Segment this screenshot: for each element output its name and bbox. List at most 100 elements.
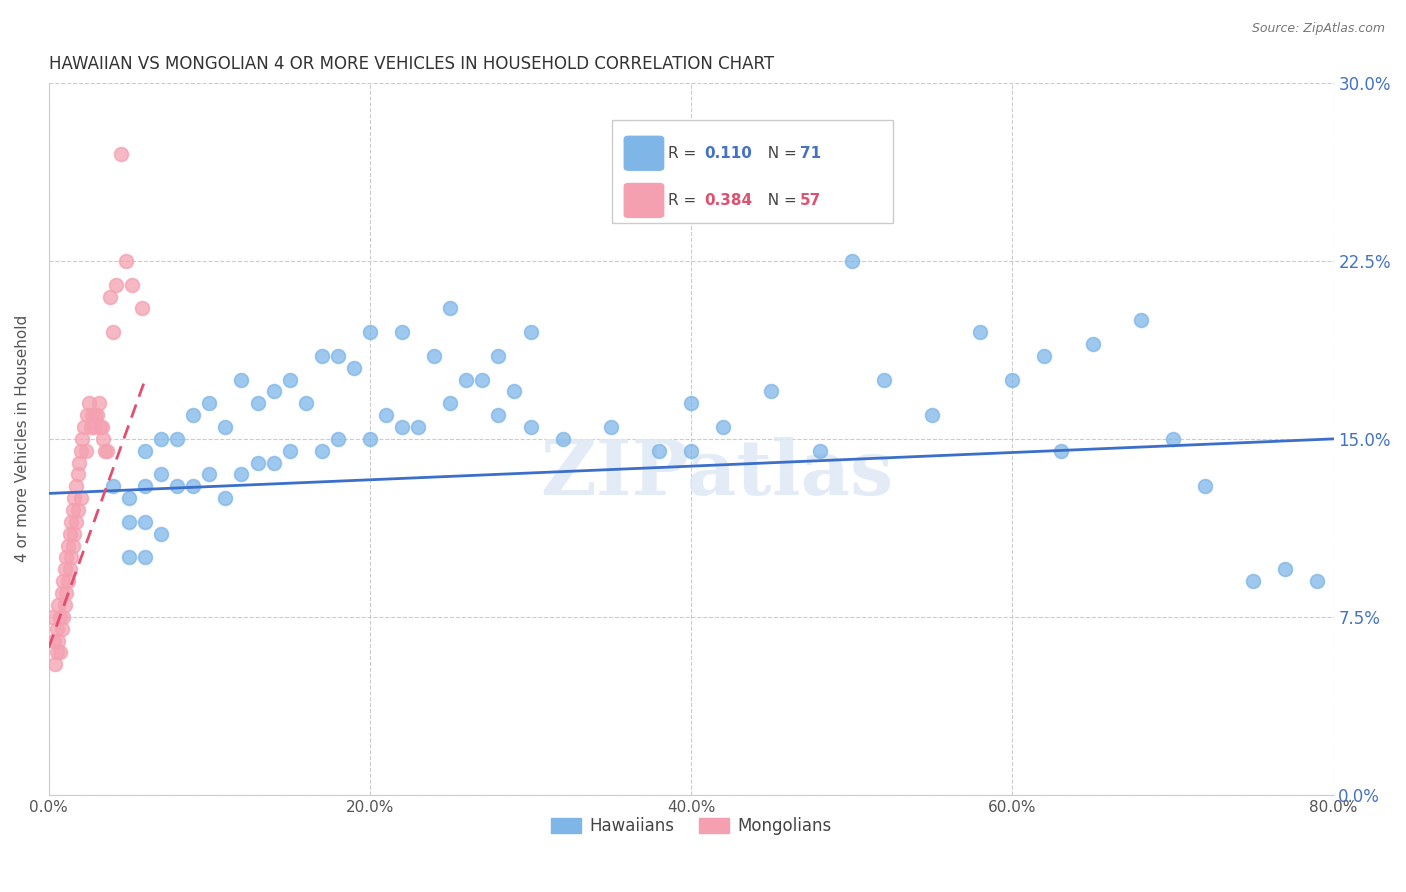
Point <box>1033 349 1056 363</box>
Point <box>55 586 77 600</box>
Text: R =: R = <box>668 193 702 208</box>
Point <box>503 384 526 399</box>
Point <box>134 515 156 529</box>
Point <box>52 574 75 589</box>
Point <box>51 586 73 600</box>
Point <box>808 443 831 458</box>
Point <box>761 384 783 399</box>
Point <box>278 373 301 387</box>
Point <box>921 408 943 422</box>
Point <box>375 408 398 422</box>
Point <box>53 598 76 612</box>
Point <box>486 349 509 363</box>
Point <box>486 408 509 422</box>
Point <box>83 420 105 434</box>
Point <box>48 598 70 612</box>
Point <box>150 526 173 541</box>
Point <box>63 526 86 541</box>
Point <box>1241 574 1264 589</box>
Point <box>1081 337 1104 351</box>
Point <box>648 443 671 458</box>
Text: 71: 71 <box>800 145 821 161</box>
Point <box>439 396 461 410</box>
Point <box>49 609 72 624</box>
Point <box>1129 313 1152 327</box>
Point <box>471 373 494 387</box>
Text: 0.110: 0.110 <box>704 145 752 161</box>
Point <box>166 479 188 493</box>
Point <box>94 443 117 458</box>
Point <box>181 408 204 422</box>
Point <box>118 550 141 565</box>
Point <box>118 515 141 529</box>
Point <box>551 432 574 446</box>
Legend: Hawaiians, Mongolians: Hawaiians, Mongolians <box>543 809 839 843</box>
Point <box>198 467 221 482</box>
Point <box>406 420 429 434</box>
Point <box>49 645 72 659</box>
Point <box>72 432 94 446</box>
Point <box>101 325 124 339</box>
Point <box>118 491 141 505</box>
Point <box>121 277 143 292</box>
Point <box>65 479 87 493</box>
Text: N =: N = <box>758 145 801 161</box>
Text: N =: N = <box>758 193 801 208</box>
Point <box>681 396 703 410</box>
Text: R =: R = <box>668 145 702 161</box>
Text: Source: ZipAtlas.com: Source: ZipAtlas.com <box>1251 22 1385 36</box>
Point <box>311 349 333 363</box>
Point <box>214 420 236 434</box>
Text: 57: 57 <box>800 193 821 208</box>
Point <box>76 408 98 422</box>
Point <box>166 432 188 446</box>
Point <box>263 384 285 399</box>
Point <box>181 479 204 493</box>
Point <box>53 562 76 576</box>
Point <box>841 254 863 268</box>
Point <box>231 373 253 387</box>
Point <box>246 456 269 470</box>
Point <box>110 147 132 161</box>
Point <box>45 622 67 636</box>
Point <box>114 254 136 268</box>
Point <box>359 432 381 446</box>
Point <box>1161 432 1184 446</box>
Point <box>75 443 97 458</box>
Point <box>391 325 413 339</box>
Point <box>311 443 333 458</box>
Point <box>873 373 896 387</box>
Point <box>519 325 541 339</box>
Point <box>131 301 153 316</box>
Text: ZIPatlas: ZIPatlas <box>540 437 893 511</box>
Point <box>105 277 128 292</box>
Text: 0.384: 0.384 <box>704 193 752 208</box>
Point <box>42 633 65 648</box>
Point <box>150 432 173 446</box>
Point <box>343 360 366 375</box>
Point <box>56 574 79 589</box>
Point <box>59 562 82 576</box>
Point <box>60 550 83 565</box>
Point <box>48 633 70 648</box>
Point <box>70 443 93 458</box>
Point <box>79 420 101 434</box>
Point <box>44 657 66 672</box>
Point <box>711 420 734 434</box>
Point <box>62 503 84 517</box>
Point <box>52 609 75 624</box>
Point <box>423 349 446 363</box>
Point <box>1001 373 1024 387</box>
Point <box>456 373 478 387</box>
Point <box>63 491 86 505</box>
Point <box>263 456 285 470</box>
Point <box>278 443 301 458</box>
Point <box>1194 479 1216 493</box>
Point <box>326 432 349 446</box>
Point <box>246 396 269 410</box>
Point <box>93 432 115 446</box>
Point <box>66 503 89 517</box>
Point <box>82 408 104 422</box>
Point <box>55 550 77 565</box>
Point <box>231 467 253 482</box>
